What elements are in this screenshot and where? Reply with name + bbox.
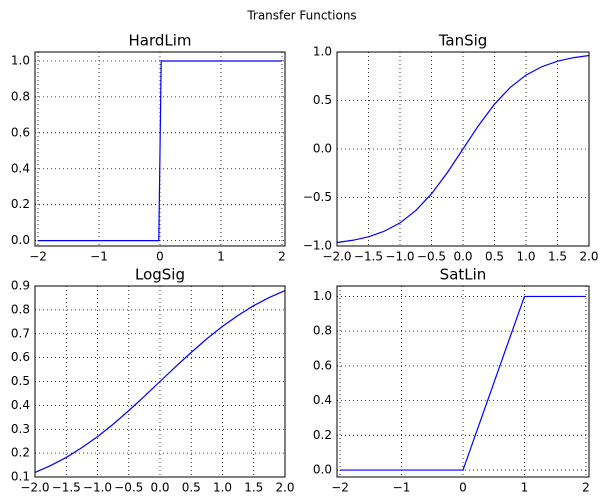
x-tick-label: 0.5 bbox=[485, 250, 504, 264]
y-tick-label: 0.5 bbox=[11, 374, 30, 388]
x-tick-label: −2.0 bbox=[322, 250, 351, 264]
x-tick-label: 1.0 bbox=[213, 481, 232, 495]
y-tick-label: 0.8 bbox=[313, 324, 332, 338]
x-tick-label: −0.5 bbox=[114, 481, 143, 495]
x-tick-label: −1 bbox=[393, 481, 411, 495]
x-tick-label: −1.0 bbox=[385, 250, 414, 264]
y-tick-label: 0.7 bbox=[11, 326, 30, 340]
y-tick-label: 0.5 bbox=[313, 93, 332, 107]
y-tick-label: 0.6 bbox=[11, 125, 30, 139]
axes-frame bbox=[34, 51, 286, 247]
y-tick-label: 0.4 bbox=[11, 161, 30, 175]
x-tick-label: −1 bbox=[90, 250, 108, 264]
x-tick-label: 1 bbox=[521, 481, 529, 495]
data-line bbox=[336, 54, 590, 244]
x-tick-label: −2 bbox=[331, 481, 349, 495]
y-tick-label: 0.4 bbox=[313, 393, 332, 407]
x-tick-label: 1.0 bbox=[516, 250, 535, 264]
subplot-title: LogSig bbox=[135, 266, 185, 284]
data-line bbox=[34, 289, 286, 474]
x-tick-label: 2 bbox=[582, 481, 590, 495]
y-tick-label: 0.2 bbox=[11, 197, 30, 211]
x-tick-label: 0 bbox=[459, 481, 467, 495]
y-tick-label: 0.8 bbox=[11, 302, 30, 316]
x-tick-label: 0.0 bbox=[453, 250, 472, 264]
x-tick-label: 1.5 bbox=[548, 250, 567, 264]
y-tick-label: 0.6 bbox=[313, 358, 332, 372]
y-tick-label: 1.0 bbox=[313, 289, 332, 303]
y-tick-label: 0.9 bbox=[11, 279, 30, 293]
data-line bbox=[38, 60, 282, 242]
x-tick-label: 0.5 bbox=[182, 481, 201, 495]
subplot-title: TanSig bbox=[438, 32, 488, 50]
y-tick-label: 0.0 bbox=[313, 142, 332, 156]
x-tick-label: −1.0 bbox=[83, 481, 112, 495]
axes-frame bbox=[336, 285, 590, 478]
x-tick-label: −2.0 bbox=[20, 481, 49, 495]
axes-frame bbox=[336, 51, 590, 247]
y-tick-label: 0.0 bbox=[11, 233, 30, 247]
x-tick-label: 0.0 bbox=[150, 481, 169, 495]
x-tick-label: −1.5 bbox=[354, 250, 383, 264]
x-tick-label: −0.5 bbox=[417, 250, 446, 264]
x-tick-label: 0 bbox=[156, 250, 164, 264]
axes-frame bbox=[34, 285, 286, 478]
subplot-title: HardLim bbox=[128, 32, 191, 50]
x-tick-label: −1.5 bbox=[52, 481, 81, 495]
x-tick-label: 2.0 bbox=[275, 481, 294, 495]
figure-title: Transfer Functions bbox=[246, 9, 356, 23]
x-tick-label: 1.5 bbox=[244, 481, 263, 495]
y-tick-label: 1.0 bbox=[11, 53, 30, 67]
y-tick-label: −0.5 bbox=[303, 190, 332, 204]
y-tick-label: 1.0 bbox=[313, 45, 332, 59]
x-tick-label: 1 bbox=[217, 250, 225, 264]
y-tick-label: 0.1 bbox=[11, 470, 30, 484]
subplot-title: SatLin bbox=[440, 266, 487, 284]
y-tick-label: 0.2 bbox=[313, 428, 332, 442]
y-tick-label: 0.2 bbox=[11, 446, 30, 460]
x-tick-label: 2.0 bbox=[579, 250, 598, 264]
y-tick-label: 0.4 bbox=[11, 398, 30, 412]
y-tick-label: 0.6 bbox=[11, 350, 30, 364]
y-tick-label: 0.8 bbox=[11, 89, 30, 103]
y-tick-label: 0.0 bbox=[313, 463, 332, 477]
y-tick-label: 0.3 bbox=[11, 422, 30, 436]
y-tick-label: −1.0 bbox=[303, 239, 332, 253]
x-tick-label: 2 bbox=[278, 250, 286, 264]
x-tick-label: −2 bbox=[29, 250, 47, 264]
data-line bbox=[340, 295, 586, 471]
